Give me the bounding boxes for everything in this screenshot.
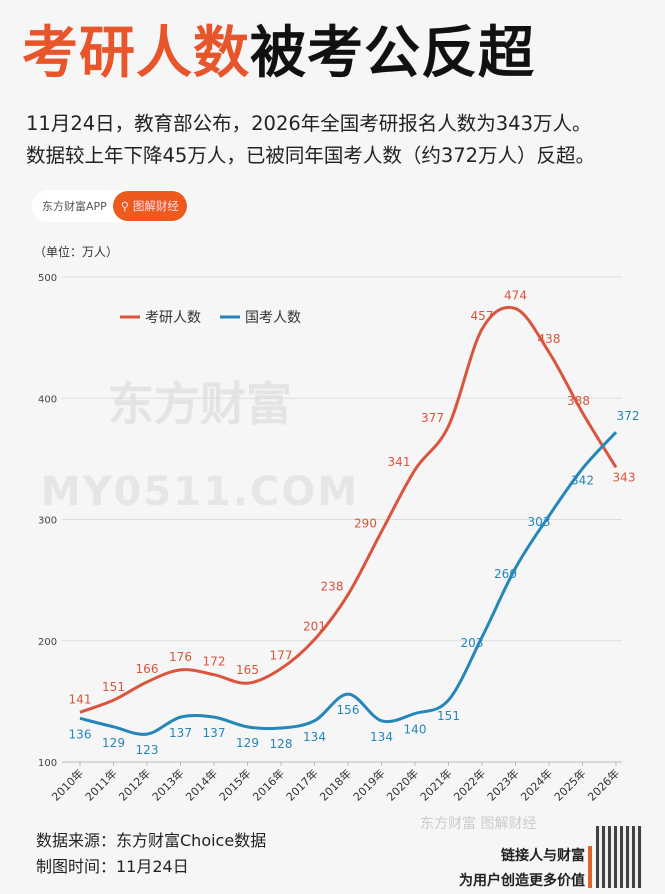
y-tick-label: 300 [38, 516, 57, 527]
data-label: 137 [203, 726, 226, 740]
legend-label-kaoyan: 考研人数 [145, 310, 201, 326]
slogan: 链接人与财富 为用户创造更多价值 [459, 844, 585, 894]
watermark-logo: 东方财富 [108, 377, 292, 431]
data-label: 140 [404, 723, 427, 737]
data-label: 134 [370, 730, 393, 744]
data-label: 123 [136, 743, 159, 757]
data-label: 166 [136, 662, 159, 676]
data-label: 303 [528, 515, 551, 529]
title-rest: 被考公反超 [250, 21, 535, 86]
data-label: 134 [303, 730, 326, 744]
data-label: 343 [613, 470, 636, 484]
data-label: 201 [303, 620, 326, 634]
y-tick-label: 500 [38, 273, 57, 284]
data-label: 137 [169, 726, 192, 740]
data-label: 474 [504, 289, 527, 303]
data-label: 342 [571, 474, 594, 488]
qr-code[interactable] [596, 826, 642, 888]
subtitle-line-2: 数据较上年下降45万人，已被同年国考人数（约372万人）反超。 [26, 144, 596, 167]
page-title: 考研人数被考公反超 [22, 8, 535, 89]
x-tick-label: 2011年 [82, 766, 119, 803]
slogan-line-1: 链接人与财富 [501, 848, 585, 864]
x-tick-label: 2025年 [551, 766, 588, 803]
data-label: 129 [102, 736, 125, 750]
x-tick-label: 2026年 [585, 766, 622, 803]
data-label: 128 [270, 737, 293, 751]
x-tick-label: 2012年 [116, 766, 153, 803]
data-label: 388 [567, 394, 590, 408]
app-label: 东方财富APP [42, 200, 107, 213]
tujie-button[interactable]: ⚲ 图解财经 [112, 191, 187, 221]
data-label: 151 [102, 680, 125, 694]
data-label: 290 [354, 517, 377, 531]
y-tick-label: 200 [38, 637, 57, 648]
footer-watermark: 东方财富 图解财经 [420, 816, 537, 832]
data-label: 341 [388, 455, 411, 469]
x-tick-label: 2015年 [216, 766, 253, 803]
subtitle: 11月24日，教育部公布，2026年全国考研报名人数为343万人。 数据较上年下… [26, 108, 595, 172]
slogan-line-2: 为用户创造更多价值 [459, 873, 585, 889]
x-tick-label: 2014年 [183, 766, 220, 803]
x-tick-label: 2023年 [484, 766, 521, 803]
data-label: 238 [321, 580, 344, 594]
x-tick-label: 2022年 [451, 766, 488, 803]
unit-label: （单位：万人） [34, 245, 119, 259]
button-label: 图解财经 [132, 199, 179, 213]
subtitle-line-1: 11月24日，教育部公布，2026年全国考研报名人数为343万人。 [26, 112, 592, 135]
data-label: 136 [69, 727, 92, 741]
watermark-site: MY0511.COM [41, 469, 359, 515]
data-label: 172 [203, 655, 226, 669]
x-tick-label: 2017年 [283, 766, 320, 803]
data-label: 141 [69, 692, 92, 706]
data-label: 260 [494, 567, 517, 581]
chart-date: 制图时间：11月24日 [36, 857, 189, 876]
x-tick-label: 2016年 [250, 766, 287, 803]
data-label: 151 [437, 709, 460, 723]
x-tick-label: 2010年 [49, 766, 86, 803]
data-label: 165 [236, 663, 259, 677]
data-label: 203 [461, 636, 484, 650]
app-badge[interactable]: 东方财富APP ⚲ 图解财经 [32, 190, 188, 222]
data-label: 438 [538, 332, 561, 346]
data-label: 372 [617, 409, 640, 423]
series-line-kaoyan [79, 305, 618, 714]
data-label: 457 [471, 309, 494, 323]
x-tick-label: 2021年 [417, 766, 454, 803]
accent-bar [588, 846, 592, 888]
data-source: 数据来源：东方财富Choice数据 [36, 831, 267, 850]
legend-label-guokao: 国考人数 [245, 310, 301, 326]
title-highlight: 考研人数 [22, 21, 250, 86]
legend: 考研人数 国考人数 [120, 310, 301, 326]
y-tick-label: 100 [38, 758, 57, 769]
y-tick-label: 400 [38, 394, 57, 405]
series-line-guokao [79, 431, 618, 736]
x-tick-label: 2020年 [384, 766, 421, 803]
data-label: 377 [421, 411, 444, 425]
data-label: 156 [337, 703, 360, 717]
data-label: 177 [270, 649, 293, 663]
data-label: 129 [236, 736, 259, 750]
x-tick-label: 2024年 [518, 766, 555, 803]
footer-info: 数据来源：东方财富Choice数据 制图时间：11月24日 [36, 828, 266, 880]
search-icon: ⚲ [120, 199, 133, 213]
x-tick-label: 2013年 [149, 766, 186, 803]
data-label: 176 [169, 650, 192, 664]
x-tick-label: 2018年 [317, 766, 354, 803]
x-tick-label: 2019年 [350, 766, 387, 803]
